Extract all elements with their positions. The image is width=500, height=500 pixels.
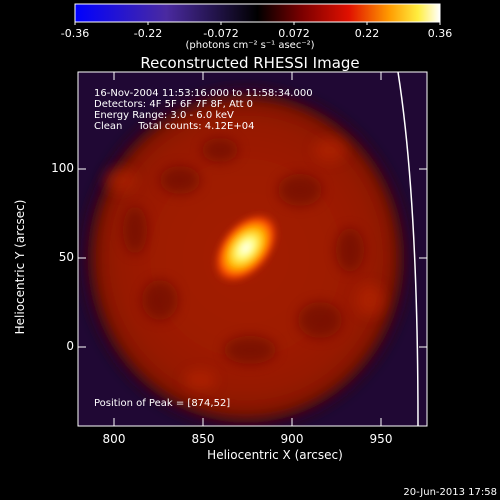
info-energy-range: Energy Range: 3.0 - 6.0 keV xyxy=(94,110,234,121)
plot-frame xyxy=(77,71,428,427)
x-tick-label: 850 xyxy=(191,432,215,446)
colorbar-tick-label: -0.072 xyxy=(203,27,239,40)
y-axis-ticks xyxy=(78,168,427,348)
colorbar-ticks xyxy=(74,22,441,25)
x-axis-ticks xyxy=(113,72,382,426)
info-clean-counts: Clean Total counts: 4.12E+04 xyxy=(94,121,255,132)
plot-title: Reconstructed RHESSI Image xyxy=(140,54,360,72)
colorbar-tick-label: 0.36 xyxy=(427,27,453,40)
info-time-range: 16-Nov-2004 11:53:16.000 to 11:58:34.000 xyxy=(94,88,313,99)
info-detectors: Detectors: 4F 5F 6F 7F 8F, Att 0 xyxy=(94,99,254,110)
colorbar-tick-label: 0.072 xyxy=(278,27,310,40)
y-tick-label: 0 xyxy=(66,339,74,353)
observation-info: 16-Nov-2004 11:53:16.000 to 11:58:34.000… xyxy=(94,88,313,132)
colorbar-tick-label: -0.22 xyxy=(133,27,163,40)
colorbar xyxy=(74,3,441,23)
colorbar-tick-label: -0.36 xyxy=(60,27,90,40)
y-tick-label: 50 xyxy=(58,250,74,264)
x-axis-label: Heliocentric X (arcsec) xyxy=(207,448,343,462)
rhessi-image xyxy=(78,72,427,426)
y-tick-label: 100 xyxy=(51,161,74,175)
solar-limb xyxy=(397,72,419,426)
x-tick-label: 800 xyxy=(102,432,126,446)
x-tick-label: 900 xyxy=(280,432,304,446)
footer-date: 20-Jun-2013 17:58 xyxy=(403,487,497,498)
y-axis-label: Heliocentric Y (arcsec) xyxy=(13,199,27,335)
colorbar-units: (photons cm⁻² s⁻¹ asec⁻²) xyxy=(185,40,315,51)
peak-position: Position of Peak = [874,52] xyxy=(94,398,231,409)
colorbar-tick-label: 0.22 xyxy=(354,27,380,40)
x-tick-label: 950 xyxy=(369,432,393,446)
